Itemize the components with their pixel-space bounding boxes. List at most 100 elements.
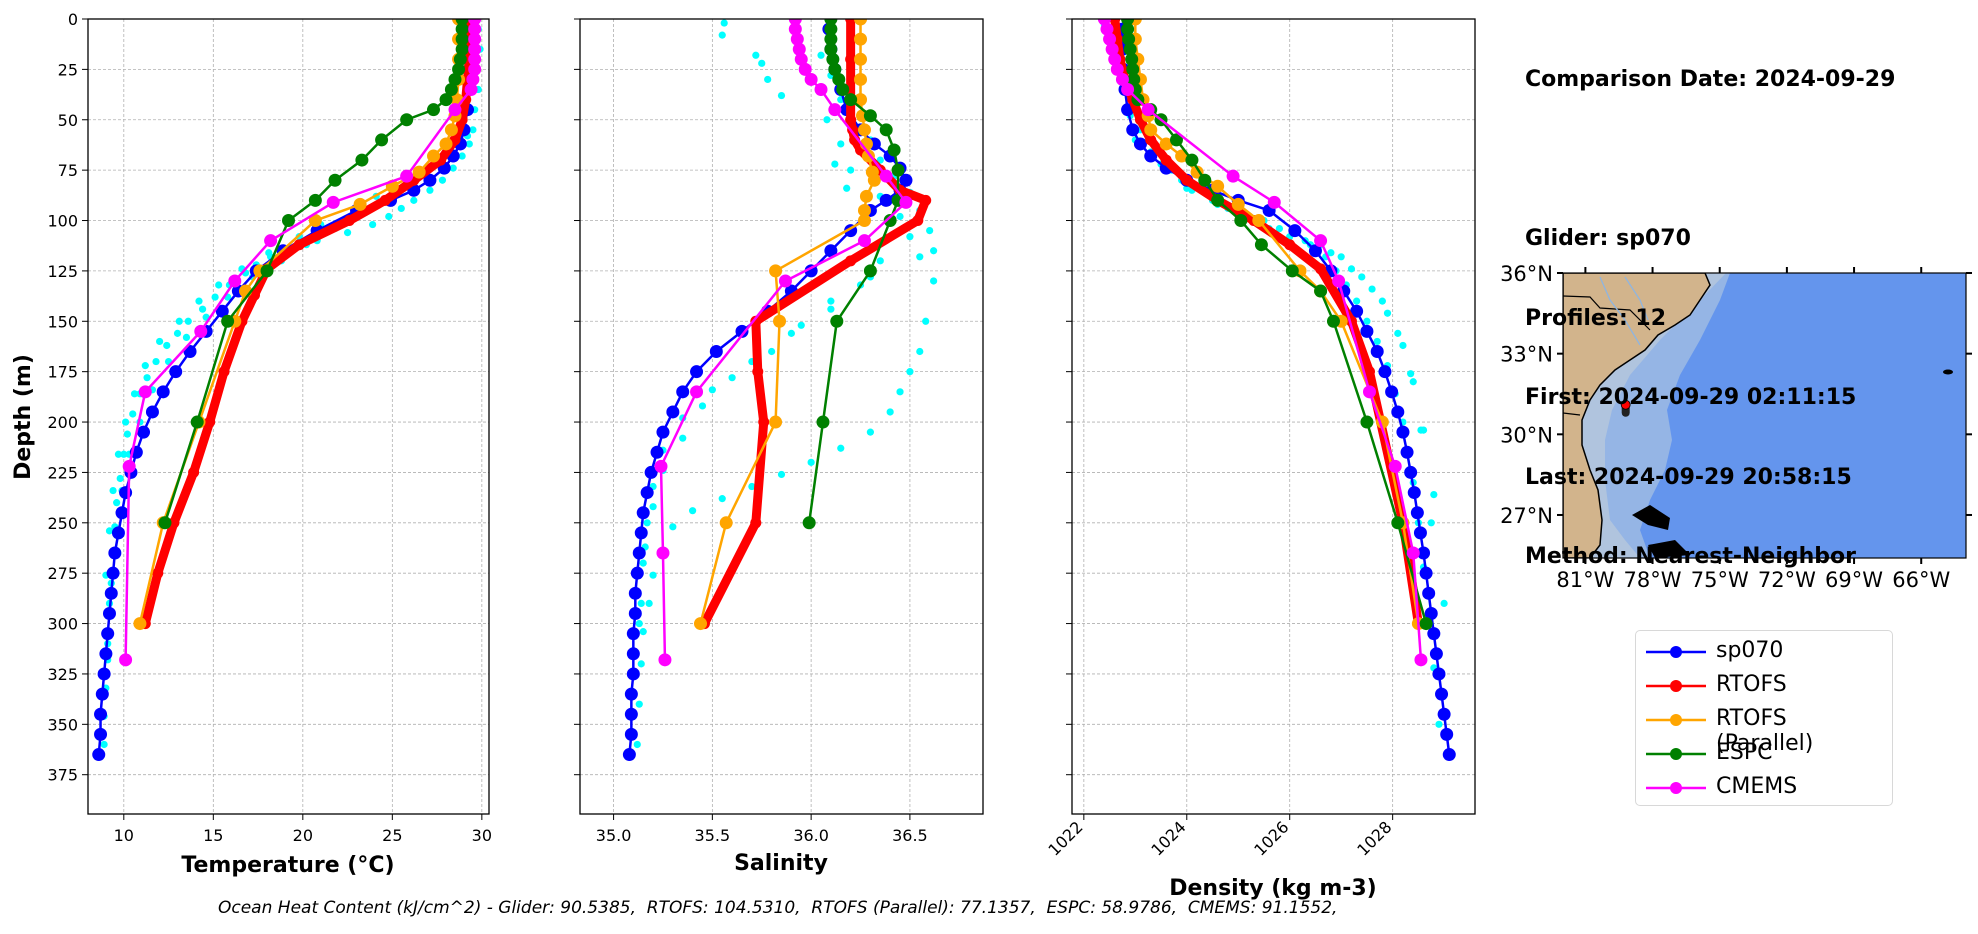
scatter-point (930, 277, 938, 285)
series-marker (826, 52, 840, 66)
series-marker (468, 62, 482, 76)
lon-tick-label: 81°W (1556, 568, 1614, 592)
series-marker (448, 72, 462, 86)
scatter-point (1399, 341, 1407, 350)
scatter-point (752, 51, 760, 59)
series-marker (1378, 365, 1392, 379)
scatter-point (679, 434, 687, 442)
series-marker (636, 506, 650, 520)
series-marker (1308, 244, 1322, 258)
series-marker (145, 405, 159, 419)
series-marker (1115, 72, 1129, 86)
series-marker (1406, 546, 1420, 560)
y-tick-label: 250 (47, 514, 78, 533)
series-marker (1413, 526, 1427, 540)
series-marker (816, 415, 830, 429)
series-marker (423, 173, 437, 187)
scatter-point (1353, 297, 1361, 305)
series-marker (632, 546, 646, 560)
scatter-point (116, 474, 124, 483)
series-marker (1105, 42, 1119, 56)
series-sp070 (1115, 22, 1456, 762)
series-marker (1226, 169, 1240, 183)
series-line (628, 27, 908, 756)
series-marker (773, 314, 787, 328)
scatter-point (698, 402, 707, 410)
series-marker (828, 62, 842, 76)
series-marker (293, 239, 305, 251)
series-marker (769, 415, 783, 429)
scatter-point (922, 317, 930, 325)
spacer (1525, 147, 1895, 174)
series-marker (412, 165, 426, 179)
series-marker (1350, 304, 1364, 318)
series-marker (1144, 123, 1158, 137)
series-marker (119, 486, 133, 500)
scatter-point (1347, 265, 1356, 273)
series-marker (1254, 238, 1268, 252)
series-marker (1407, 486, 1421, 500)
series-marker (1326, 314, 1340, 328)
series-marker (427, 103, 441, 117)
scatter-point (896, 388, 904, 396)
series-marker (899, 173, 913, 187)
scatter-point (886, 408, 894, 416)
series-marker (883, 214, 897, 228)
series-marker (622, 748, 636, 762)
series-marker (845, 19, 857, 25)
series-marker (1332, 274, 1346, 288)
series-marker (228, 274, 242, 288)
legend-marker-icon (1670, 748, 1682, 760)
series-marker (468, 42, 482, 56)
scatter-point (1407, 370, 1415, 378)
series-marker (455, 22, 469, 36)
lon-tick-label: 72°W (1758, 568, 1816, 592)
scatter-point (265, 249, 273, 257)
scatter-point (410, 196, 418, 204)
series-marker (1109, 19, 1121, 25)
series-cmems (654, 19, 913, 667)
series-marker (634, 526, 648, 540)
series-line (97, 27, 473, 756)
series-marker (854, 19, 868, 26)
series-marker (857, 203, 871, 217)
scatter-point (777, 91, 786, 100)
scatter-point (1275, 224, 1284, 233)
scatter-point (837, 140, 845, 148)
scatter-point (843, 184, 851, 192)
series-marker (879, 123, 893, 137)
series-marker (92, 748, 106, 762)
series-marker (804, 72, 818, 86)
river (1624, 276, 1649, 321)
series-marker (99, 647, 113, 661)
scatter-point (369, 220, 377, 229)
legend-item-cmems: CMEMS (1644, 773, 1889, 803)
series-marker (448, 103, 462, 117)
series-marker (464, 83, 478, 97)
series-marker (859, 189, 873, 203)
y-tick-label: 125 (47, 262, 78, 281)
series-marker (676, 385, 690, 399)
series-sp070 (622, 22, 913, 762)
series-marker (1252, 214, 1266, 228)
series-marker (867, 173, 881, 187)
scatter-point (121, 418, 130, 426)
scatter-point (195, 297, 203, 305)
scatter-point (720, 19, 728, 27)
series-marker (1121, 22, 1135, 36)
series-marker (624, 687, 638, 701)
axes-frame (87, 18, 490, 815)
series-marker (644, 465, 658, 479)
scatter-point (637, 660, 645, 668)
scatter-point (385, 212, 393, 221)
series-marker (94, 707, 108, 721)
series-marker (221, 314, 235, 328)
series-marker (1122, 32, 1136, 46)
scatter-point (173, 329, 182, 337)
series-marker (194, 324, 208, 338)
scatter-point (109, 486, 117, 495)
scatter-point (343, 229, 352, 237)
series-marker (122, 459, 136, 473)
lat-tick-label: 36°N (1500, 262, 1553, 286)
series-espc (1121, 19, 1433, 631)
